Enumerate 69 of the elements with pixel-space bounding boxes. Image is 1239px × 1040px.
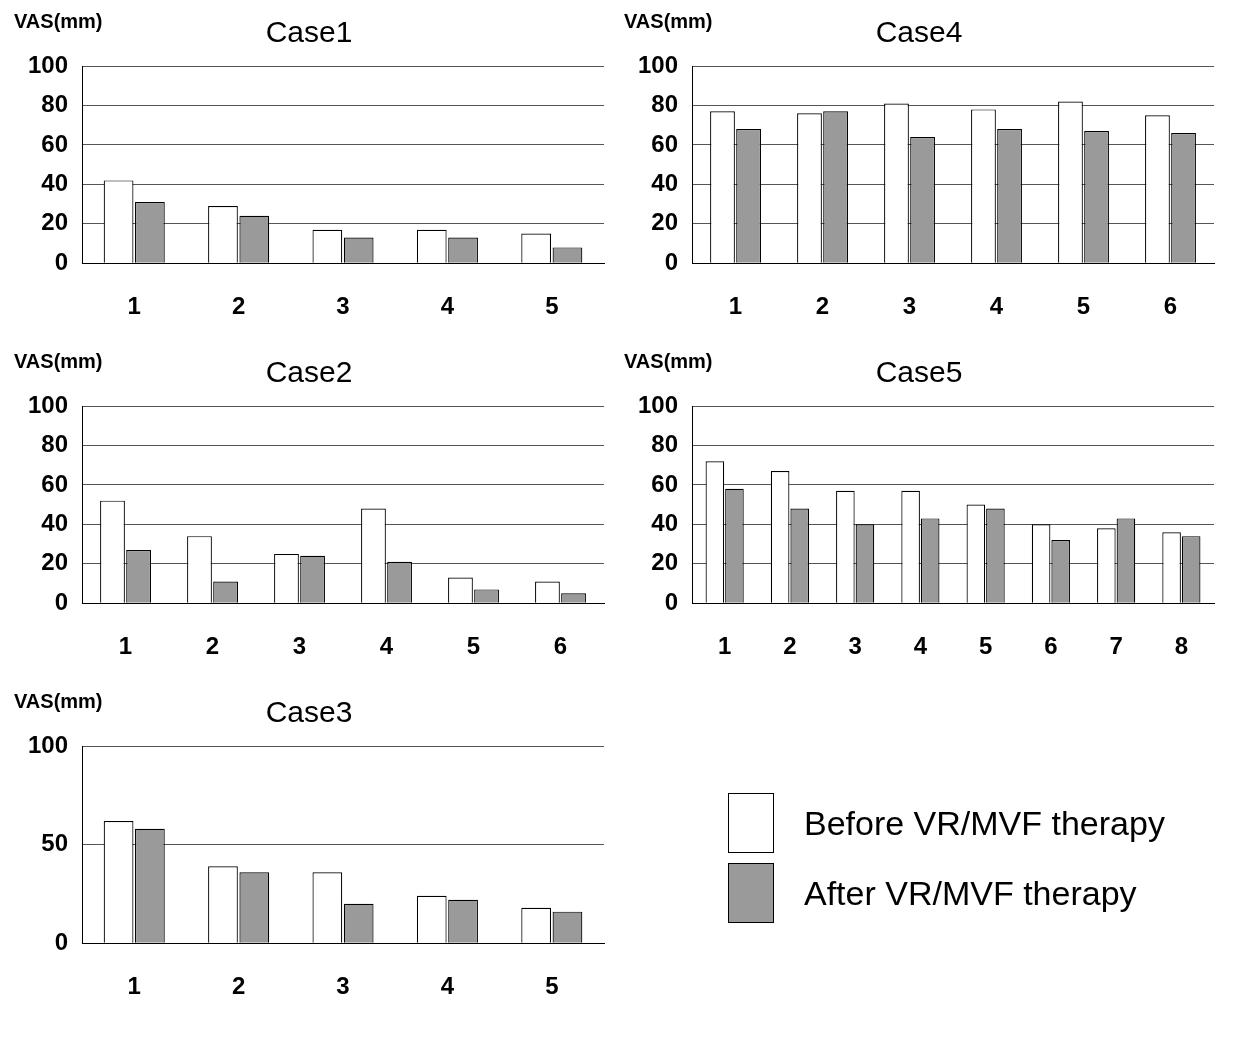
y-tick-label: 0 [54, 587, 69, 615]
chart-title: Case4 [875, 15, 963, 49]
y-tick-label: 100 [28, 730, 69, 758]
y-tick-label: 20 [651, 548, 679, 576]
y-tick-label: 0 [54, 927, 69, 955]
y-tick-label: 20 [41, 548, 69, 576]
y-tick-label: 40 [41, 508, 69, 536]
x-tick-label: 5 [978, 632, 993, 660]
x-tick-label: 5 [466, 632, 481, 660]
x-tick-label: 1 [127, 292, 141, 320]
y-tick-label: 20 [41, 208, 69, 236]
x-tick-label: 2 [205, 632, 220, 660]
x-tick-label: 3 [336, 972, 350, 1000]
y-tick-label: 40 [651, 508, 679, 536]
x-tick-label: 6 [553, 632, 568, 660]
x-tick-label: 1 [728, 292, 743, 320]
x-tick-label: 4 [989, 292, 1004, 320]
y-tick-label: 80 [41, 90, 69, 118]
text: Before VR/MVF therapy [804, 803, 1165, 843]
chart-title: Case3 [265, 695, 353, 729]
y-tick-label: 60 [651, 469, 679, 497]
x-tick-label: 1 [127, 972, 141, 1000]
x-tick-label: 6 [1044, 632, 1058, 660]
y-tick-label: 0 [54, 247, 69, 275]
x-tick-label: 4 [440, 292, 455, 320]
x-tick-label: 1 [717, 632, 732, 660]
x-tick-label: 3 [292, 632, 307, 660]
y-tick-label: 40 [41, 168, 69, 196]
chart-title: Case2 [265, 355, 353, 389]
y-tick-label: 0 [664, 587, 679, 615]
y-tick-label: 40 [651, 168, 679, 196]
x-tick-label: 5 [545, 972, 559, 1000]
x-tick-label: 3 [902, 292, 917, 320]
x-tick-label: 2 [231, 292, 246, 320]
y-tick-label: 100 [28, 50, 69, 78]
legend-label: After VR/MVF therapy [804, 873, 1137, 913]
x-tick-label: 6 [1163, 292, 1178, 320]
y-tick-label: 50 [41, 829, 69, 857]
chart-title: Case5 [875, 355, 963, 389]
y-tick-label: 100 [28, 390, 69, 418]
x-tick-label: 4 [440, 972, 455, 1000]
y-tick-label: 20 [651, 208, 679, 236]
y-tick-label: 80 [41, 430, 69, 458]
y-axis-title: VAS(mm) [14, 349, 103, 372]
y-tick-label: 0 [664, 247, 679, 275]
y-axis-title: VAS(mm) [624, 9, 713, 32]
x-tick-label: 4 [913, 632, 928, 660]
y-tick-label: 60 [41, 129, 69, 157]
x-tick-label: 3 [848, 632, 862, 660]
x-tick-label: 1 [118, 632, 133, 660]
y-tick-label: 80 [651, 90, 679, 118]
y-tick-label: 60 [41, 469, 69, 497]
y-axis-title: VAS(mm) [624, 349, 713, 372]
chart-title: Case1 [265, 15, 353, 49]
y-tick-label: 80 [651, 430, 679, 458]
x-tick-label: 2 [231, 972, 246, 1000]
x-tick-label: 4 [379, 632, 394, 660]
y-tick-label: 100 [638, 390, 679, 418]
y-tick-label: 100 [638, 50, 679, 78]
x-tick-label: 3 [336, 292, 350, 320]
x-tick-label: 5 [1076, 292, 1091, 320]
y-axis-title: VAS(mm) [14, 689, 103, 712]
y-axis-title: VAS(mm) [14, 9, 103, 32]
x-tick-label: 7 [1109, 632, 1123, 660]
x-tick-label: 5 [545, 292, 559, 320]
x-tick-label: 2 [815, 292, 830, 320]
x-tick-label: 2 [783, 632, 797, 660]
y-tick-label: 60 [651, 129, 679, 157]
x-tick-label: 8 [1174, 632, 1189, 660]
